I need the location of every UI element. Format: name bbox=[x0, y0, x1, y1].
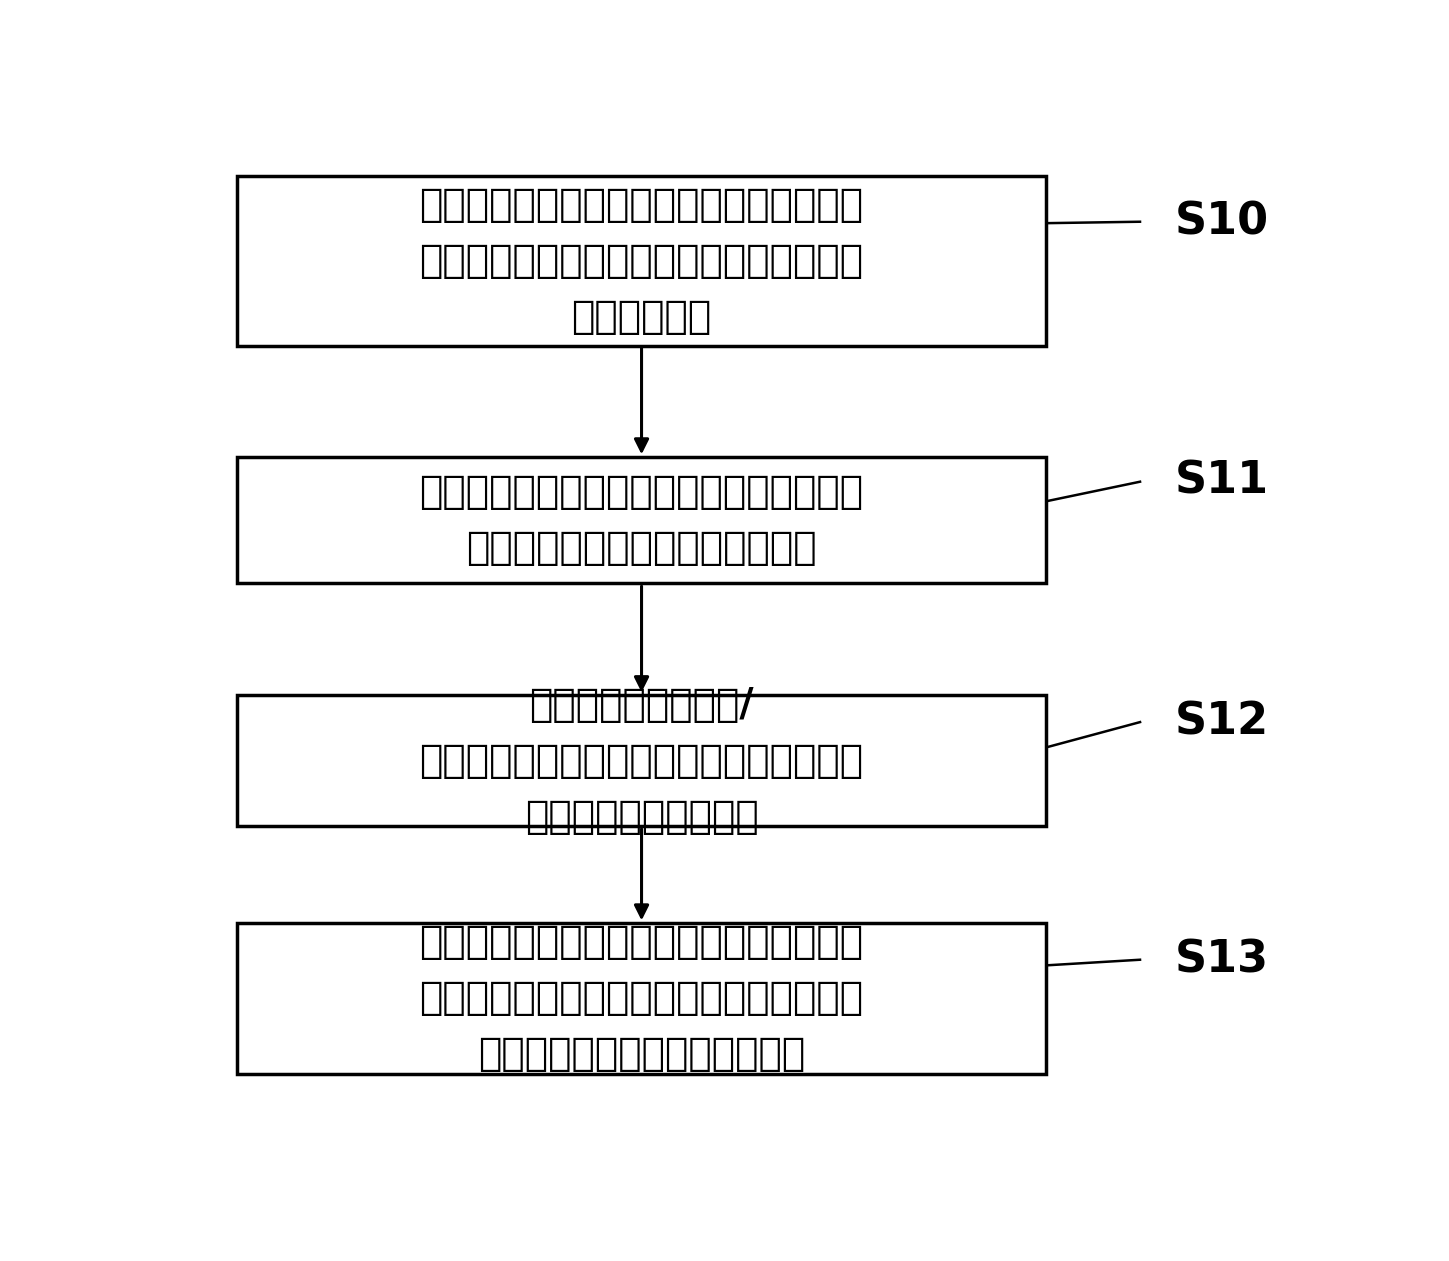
Text: S12: S12 bbox=[1175, 700, 1269, 743]
Bar bbox=[238, 175, 1046, 346]
Bar bbox=[238, 695, 1046, 826]
Text: S10: S10 bbox=[1175, 200, 1269, 243]
Text: 提供衬底，所述衬底上顺次形成有外延层、
欧姆接触层、第一粘结层、第一钎料阻挡层
及第一键合层: 提供衬底，所述衬底上顺次形成有外延层、 欧姆接触层、第一粘结层、第一钎料阻挡层 … bbox=[419, 185, 864, 335]
Text: S13: S13 bbox=[1175, 938, 1269, 981]
Bar bbox=[238, 458, 1046, 584]
Text: 将所述衬底与基板贴合，其中，所述钎料层
的表面为贴合面，直至所述钎料层完全扩散
至所述第一键合层及第二键合层: 将所述衬底与基板贴合，其中，所述钎料层 的表面为贴合面，直至所述钎料层完全扩散 … bbox=[419, 923, 864, 1073]
Text: 提供基板，所述基板上顺次形成有第二粘结
层、第二钎料阻挡层及第二键合层: 提供基板，所述基板上顺次形成有第二粘结 层、第二钎料阻挡层及第二键合层 bbox=[419, 473, 864, 567]
Bar bbox=[238, 923, 1046, 1074]
Text: S11: S11 bbox=[1175, 460, 1269, 503]
Text: 在第一键合层表面和/
或第二键合层表面形成钎料层，所述钎料层
的材料为金属或者合金: 在第一键合层表面和/ 或第二键合层表面形成钎料层，所述钎料层 的材料为金属或者合… bbox=[419, 686, 864, 836]
